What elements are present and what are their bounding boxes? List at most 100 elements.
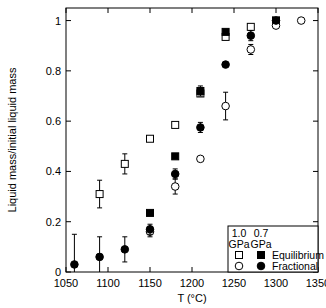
error-cap [97, 236, 102, 237]
error-cap [72, 234, 77, 235]
x-tick-top [66, 8, 67, 13]
error-cap [97, 207, 102, 208]
point [297, 17, 305, 25]
error-bar [122, 154, 127, 174]
x-tick-label: 1350 [306, 277, 326, 289]
y-tick [66, 272, 71, 273]
x-tick-label: 1250 [222, 277, 246, 289]
y-tick-right [313, 121, 318, 122]
y-tick [66, 171, 71, 172]
x-tick [150, 267, 151, 272]
point [121, 160, 128, 167]
legend-header: 0.7GPa [250, 227, 271, 250]
error-cap [122, 153, 127, 154]
error-bar [97, 180, 102, 208]
error-cap [248, 30, 253, 31]
point [171, 183, 179, 191]
error-cap [223, 119, 228, 120]
y-tick-label: 1 [55, 15, 61, 27]
plot-frame [66, 8, 318, 272]
legend-label: Fractional [272, 260, 318, 272]
x-tick-top [108, 8, 109, 13]
y-tick-label: 0.8 [46, 65, 61, 77]
error-cap [248, 54, 253, 55]
y-tick-right [313, 171, 318, 172]
point [146, 225, 154, 233]
error-cap [198, 85, 203, 86]
error-cap [173, 178, 178, 179]
point [197, 155, 205, 163]
point [171, 170, 179, 178]
error-cap [173, 168, 178, 169]
y-tick [66, 121, 71, 122]
point [197, 87, 204, 94]
error-cap [198, 96, 203, 97]
y-tick [66, 221, 71, 222]
x-tick-label: 1050 [54, 277, 78, 289]
x-tick [108, 267, 109, 272]
y-tick-label: 0.6 [46, 115, 61, 127]
legend-header-line: GPa [250, 238, 271, 250]
point [172, 153, 179, 160]
y-tick [66, 20, 71, 21]
error-cap [173, 178, 178, 179]
point [147, 209, 154, 216]
x-tick-top [192, 8, 193, 13]
point [273, 17, 280, 24]
legend-header-line: GPa [228, 238, 249, 250]
error-cap [198, 122, 203, 123]
point [247, 46, 255, 54]
error-cap [148, 236, 153, 237]
point [147, 135, 154, 142]
legend-header: 1.0GPa [228, 227, 249, 250]
y-tick-right [313, 20, 318, 21]
x-tick-label: 1200 [180, 277, 204, 289]
point [96, 253, 104, 261]
y-tick [66, 70, 71, 71]
point [197, 124, 205, 132]
legend: 1.0GPa0.7GPaEquilibriumFractional [228, 226, 324, 272]
legend-marker [258, 252, 265, 259]
y-tick-label: 0.4 [46, 165, 61, 177]
point [222, 28, 229, 35]
error-cap [198, 132, 203, 133]
point [222, 61, 230, 69]
x-tick-top [234, 8, 235, 13]
x-tick-label: 1300 [264, 277, 288, 289]
x-axis-label: T (°C) [177, 292, 206, 304]
error-cap [122, 173, 127, 174]
error-cap [248, 44, 253, 45]
x-tick [66, 267, 67, 272]
error-cap [173, 194, 178, 195]
point [71, 261, 79, 269]
x-tick-top [276, 8, 277, 13]
y-axis-label: Liquid mass/initial liquid mass [6, 67, 18, 212]
legend-marker [235, 262, 243, 270]
y-tick-right [313, 70, 318, 71]
x-tick-top [318, 8, 319, 13]
chart: 1050 1100 1150 1200 1250 1300 1350 0 0.2 0.4 0.6 0.… [0, 0, 326, 308]
legend-marker [257, 262, 265, 270]
error-cap [148, 234, 153, 235]
point [247, 32, 255, 40]
x-tick [192, 267, 193, 272]
y-tick-label: 0.2 [46, 216, 61, 228]
point [172, 121, 179, 128]
point [247, 23, 254, 30]
legend-marker [236, 252, 243, 259]
y-tick-label: 0 [55, 266, 61, 278]
x-tick-label: 1100 [96, 277, 120, 289]
error-cap [122, 261, 127, 262]
error-cap [97, 180, 102, 181]
point [121, 246, 129, 254]
error-bar [198, 86, 203, 96]
point [96, 191, 103, 198]
point [273, 17, 280, 24]
point [222, 102, 230, 110]
error-cap [122, 236, 127, 237]
x-tick-label: 1150 [138, 277, 162, 289]
error-cap [248, 40, 253, 41]
y-tick-right [313, 221, 318, 222]
error-cap [148, 224, 153, 225]
x-tick-top [150, 8, 151, 13]
